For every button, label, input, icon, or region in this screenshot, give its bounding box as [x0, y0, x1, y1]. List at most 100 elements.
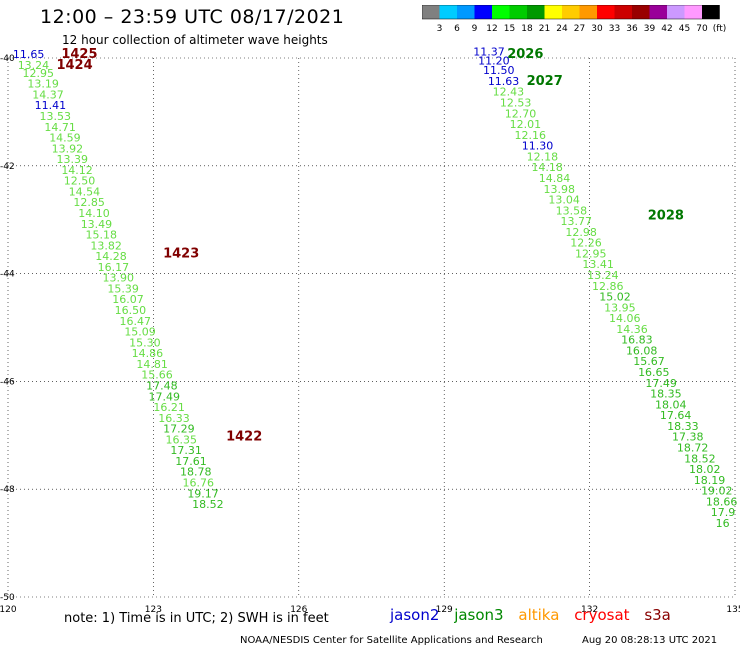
wave-height-value: 14.71 [44, 121, 76, 134]
footnote: note: 1) Time is in UTC; 2) SWH is in fe… [64, 611, 329, 626]
colorbar-swatch [684, 5, 702, 19]
wave-height-value: 17.61 [175, 455, 207, 468]
wave-height-value: 18.33 [667, 420, 699, 433]
satellite-legend: jason2 jason3 altika cryosat s3a [390, 606, 681, 624]
colorbar-swatch [527, 5, 545, 19]
wave-height-value: 12.26 [570, 237, 602, 250]
page-subtitle: 12 hour collection of altimeter wave hei… [62, 33, 328, 47]
wave-height-value: 13.39 [56, 153, 88, 166]
legend-s3a: s3a [644, 606, 671, 624]
credit-line: NOAA/NESDIS Center for Satellite Applica… [240, 635, 543, 646]
wave-height-value: 16.65 [638, 366, 670, 379]
wave-height-value: 16.35 [166, 433, 198, 446]
wave-height-value: 18.78 [180, 466, 212, 479]
wave-height-value: 12.18 [527, 150, 559, 163]
wave-height-value: 19.02 [701, 485, 733, 498]
wave-height-value: 15.39 [107, 282, 138, 295]
wave-height-value: 14.36 [616, 323, 648, 336]
y-tick-label: -44 [0, 270, 15, 280]
wave-height-value: 13.49 [81, 218, 113, 231]
wave-height-value: 13.41 [582, 258, 614, 271]
wave-height-value: 14.81 [136, 358, 168, 371]
wave-height-value: 12.70 [505, 107, 537, 120]
wave-height-value: 13.77 [561, 215, 593, 228]
wave-height-value: 18.72 [677, 441, 709, 454]
colorbar-swatch [492, 5, 510, 19]
y-tick-label: -46 [0, 377, 15, 387]
colorbar-swatch [667, 5, 685, 19]
wave-height-value: 18.66 [706, 495, 738, 508]
wave-height-value: 11.37 [473, 45, 505, 58]
y-tick-label: -40 [0, 54, 15, 64]
wave-height-value: 11.30 [522, 140, 554, 153]
wave-height-value: 14.54 [69, 185, 101, 198]
wave-height-value: 11.65 [13, 48, 44, 61]
wave-height-value: 13.95 [604, 301, 636, 314]
page-title: 12:00 – 23:59 UTC 08/17/2021 [40, 6, 345, 28]
wave-height-value: 14.06 [609, 312, 641, 325]
wave-height-value: 11.63 [488, 75, 520, 88]
wave-height-value: 12.85 [73, 196, 105, 209]
colorbar-tick-label: 27 [574, 24, 585, 34]
wave-height-value: 17.31 [170, 444, 202, 457]
wave-height-value: 11.41 [35, 99, 66, 112]
wave-height-value: 15.18 [86, 229, 118, 242]
colorbar-tick-label: 15 [504, 24, 515, 34]
pass-time-label: 2028 [648, 209, 684, 224]
wave-height-value: 12.86 [592, 280, 624, 293]
wave-height-value: 17.49 [149, 390, 181, 403]
colorbar-tick-label: 36 [626, 24, 638, 34]
colorbar-tick-label: 6 [454, 24, 460, 34]
wave-height-value: 16.21 [153, 401, 185, 414]
wave-height-value: 13.58 [556, 204, 588, 217]
colorbar-tick-label: (ft) [713, 24, 727, 34]
x-tick-label: 135 [726, 605, 740, 615]
legend-jason3: jason3 [454, 606, 504, 624]
wave-height-value: 15.67 [633, 355, 665, 368]
wave-height-value: 18.52 [192, 498, 224, 511]
x-tick-label: 132 [581, 605, 598, 615]
wave-height-value: 19.17 [187, 487, 219, 500]
wave-height-value: 16.08 [626, 344, 658, 357]
colorbar-tick-label: 30 [591, 24, 603, 34]
wave-height-value: 14.37 [32, 88, 64, 101]
wave-height-value: 16.50 [115, 304, 147, 317]
wave-height-value: 14.18 [531, 161, 563, 174]
wave-height-value: 18.35 [650, 388, 682, 401]
wave-height-value: 12.01 [510, 118, 542, 131]
wave-height-value: 18.19 [694, 474, 726, 487]
x-tick-label: 120 [0, 605, 17, 615]
colorbar-swatch [422, 5, 440, 19]
wave-height-value: 16 [716, 517, 730, 530]
colorbar-swatch [649, 5, 667, 19]
wave-height-value: 12.95 [575, 247, 607, 260]
pass-time-label: 1423 [163, 246, 199, 261]
color-scale-bar: 3 6 9 12 15 18 21 24 27 30 33 36 39 42 45 70 (ft) [422, 5, 727, 34]
legend-cryosat: cryosat [574, 606, 630, 624]
pass-time-label: 2027 [527, 74, 563, 89]
generated-timestamp: Aug 20 08:28:13 UTC 2021 [582, 635, 718, 646]
wave-height-value: 16.07 [112, 293, 144, 306]
colorbar-tick-label: 70 [696, 24, 708, 34]
colorbar-tick-label: 12 [486, 24, 497, 34]
wave-height-value: 14.59 [49, 132, 81, 145]
pass-time-label: 1424 [56, 58, 92, 73]
y-tick-label: -42 [0, 162, 15, 172]
wave-height-value: 16.17 [98, 261, 130, 274]
wave-height-value: 17.64 [660, 409, 692, 422]
wave-height-value: 13.19 [27, 78, 58, 91]
colorbar-swatch [474, 5, 492, 19]
wave-height-value: 16.47 [119, 315, 150, 328]
wave-height-value: 11.20 [478, 54, 510, 67]
y-tick-label: -48 [0, 485, 15, 495]
colorbar-tick-label: 24 [556, 24, 568, 34]
colorbar-swatch [544, 5, 562, 19]
wave-height-value: 13.98 [544, 183, 576, 196]
wave-height-value: 18.02 [689, 463, 721, 476]
wave-height-value: 13.92 [52, 142, 83, 155]
wave-height-value: 17.29 [163, 423, 195, 436]
wave-height-value: 14.86 [132, 347, 164, 360]
colorbar-tick-label: 39 [644, 24, 656, 34]
colorbar-tick-label: 33 [609, 24, 620, 34]
